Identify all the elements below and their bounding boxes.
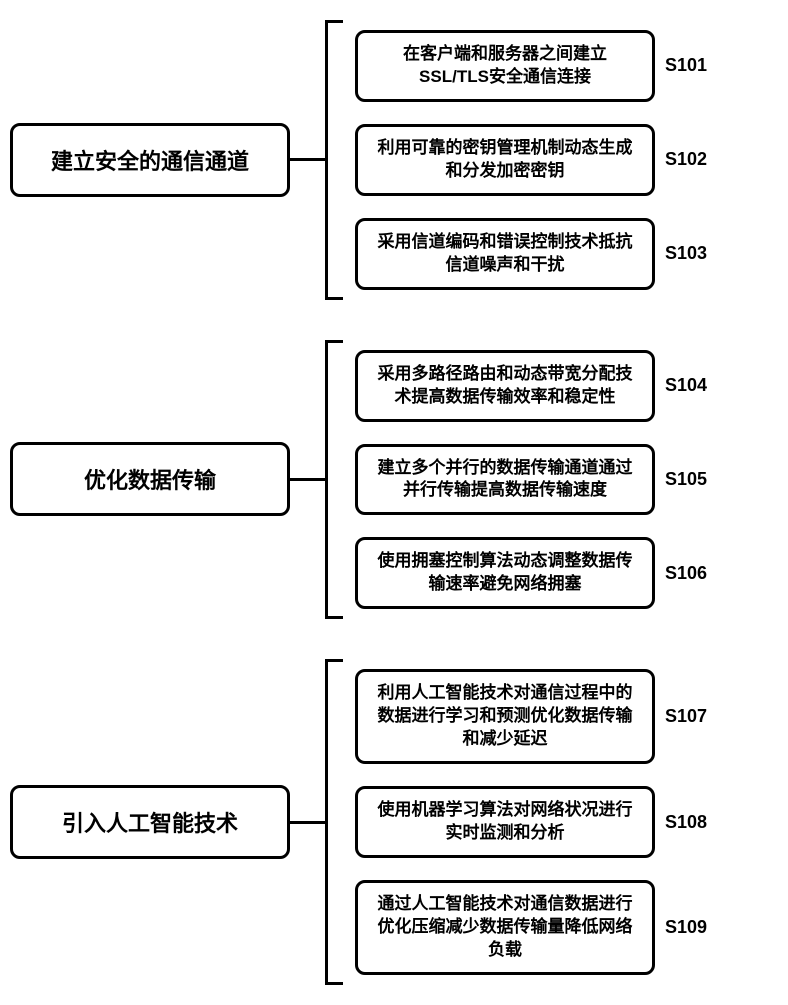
step-text: 使用机器学习算法对网络状况进行实时监测和分析 <box>378 800 633 842</box>
step-box: 采用多路径路由和动态带宽分配技术提高数据传输效率和稳定性 <box>355 350 655 422</box>
steps-list: 采用多路径路由和动态带宽分配技术提高数据传输效率和稳定性 S104 建立多个并行… <box>340 340 715 620</box>
step-row: 通过人工智能技术对通信数据进行优化压缩减少数据传输量降低网络负载 S109 <box>355 880 715 975</box>
step-box: 采用信道编码和错误控制技术抵抗信道噪声和干扰 <box>355 218 655 290</box>
step-id: S101 <box>665 55 715 76</box>
step-id: S102 <box>665 149 715 170</box>
connector-line <box>290 158 325 161</box>
step-id: S105 <box>665 469 715 490</box>
connector-line <box>290 478 325 481</box>
step-box: 使用机器学习算法对网络状况进行实时监测和分析 <box>355 786 655 858</box>
step-text: 通过人工智能技术对通信数据进行优化压缩减少数据传输量降低网络负载 <box>378 894 633 959</box>
bracket-group: 利用人工智能技术对通信过程中的数据进行学习和预测优化数据传输和减少延迟 S107… <box>325 659 715 985</box>
step-row: 采用多路径路由和动态带宽分配技术提高数据传输效率和稳定性 S104 <box>355 350 715 422</box>
section-3: 引入人工智能技术 利用人工智能技术对通信过程中的数据进行学习和预测优化数据传输和… <box>10 659 778 985</box>
step-box: 建立多个并行的数据传输通道通过并行传输提高数据传输速度 <box>355 444 655 516</box>
step-box: 利用人工智能技术对通信过程中的数据进行学习和预测优化数据传输和减少延迟 <box>355 669 655 764</box>
step-text: 建立多个并行的数据传输通道通过并行传输提高数据传输速度 <box>378 458 633 500</box>
step-row: 采用信道编码和错误控制技术抵抗信道噪声和干扰 S103 <box>355 218 715 290</box>
step-text: 利用可靠的密钥管理机制动态生成和分发加密密钥 <box>378 138 633 180</box>
steps-list: 在客户端和服务器之间建立SSL/TLS安全通信连接 S101 利用可靠的密钥管理… <box>340 20 715 300</box>
section-1: 建立安全的通信通道 在客户端和服务器之间建立SSL/TLS安全通信连接 S101… <box>10 20 778 300</box>
section-title-box: 优化数据传输 <box>10 442 290 516</box>
section-2: 优化数据传输 采用多路径路由和动态带宽分配技术提高数据传输效率和稳定性 S104… <box>10 340 778 620</box>
step-text: 采用信道编码和错误控制技术抵抗信道噪声和干扰 <box>378 232 633 274</box>
step-text: 在客户端和服务器之间建立SSL/TLS安全通信连接 <box>403 44 607 86</box>
step-row: 利用可靠的密钥管理机制动态生成和分发加密密钥 S102 <box>355 124 715 196</box>
bracket-group: 采用多路径路由和动态带宽分配技术提高数据传输效率和稳定性 S104 建立多个并行… <box>325 340 715 620</box>
step-box: 在客户端和服务器之间建立SSL/TLS安全通信连接 <box>355 30 655 102</box>
step-id: S103 <box>665 243 715 264</box>
step-id: S106 <box>665 563 715 584</box>
step-id: S104 <box>665 375 715 396</box>
step-row: 使用机器学习算法对网络状况进行实时监测和分析 S108 <box>355 786 715 858</box>
step-row: 利用人工智能技术对通信过程中的数据进行学习和预测优化数据传输和减少延迟 S107 <box>355 669 715 764</box>
flowchart-diagram: 建立安全的通信通道 在客户端和服务器之间建立SSL/TLS安全通信连接 S101… <box>10 20 778 985</box>
step-id: S107 <box>665 706 715 727</box>
step-box: 使用拥塞控制算法动态调整数据传输速率避免网络拥塞 <box>355 537 655 609</box>
connector-line <box>290 821 325 824</box>
step-box: 通过人工智能技术对通信数据进行优化压缩减少数据传输量降低网络负载 <box>355 880 655 975</box>
step-row: 在客户端和服务器之间建立SSL/TLS安全通信连接 S101 <box>355 30 715 102</box>
section-title: 建立安全的通信通道 <box>51 149 249 174</box>
step-row: 建立多个并行的数据传输通道通过并行传输提高数据传输速度 S105 <box>355 444 715 516</box>
step-row: 使用拥塞控制算法动态调整数据传输速率避免网络拥塞 S106 <box>355 537 715 609</box>
section-title: 优化数据传输 <box>84 468 216 493</box>
step-text: 采用多路径路由和动态带宽分配技术提高数据传输效率和稳定性 <box>378 364 633 406</box>
step-text: 使用拥塞控制算法动态调整数据传输速率避免网络拥塞 <box>378 551 633 593</box>
step-box: 利用可靠的密钥管理机制动态生成和分发加密密钥 <box>355 124 655 196</box>
bracket-group: 在客户端和服务器之间建立SSL/TLS安全通信连接 S101 利用可靠的密钥管理… <box>325 20 715 300</box>
steps-list: 利用人工智能技术对通信过程中的数据进行学习和预测优化数据传输和减少延迟 S107… <box>340 659 715 985</box>
section-title-box: 引入人工智能技术 <box>10 785 290 859</box>
step-id: S108 <box>665 812 715 833</box>
section-title-box: 建立安全的通信通道 <box>10 123 290 197</box>
step-text: 利用人工智能技术对通信过程中的数据进行学习和预测优化数据传输和减少延迟 <box>378 683 633 748</box>
step-id: S109 <box>665 917 715 938</box>
section-title: 引入人工智能技术 <box>62 811 238 836</box>
